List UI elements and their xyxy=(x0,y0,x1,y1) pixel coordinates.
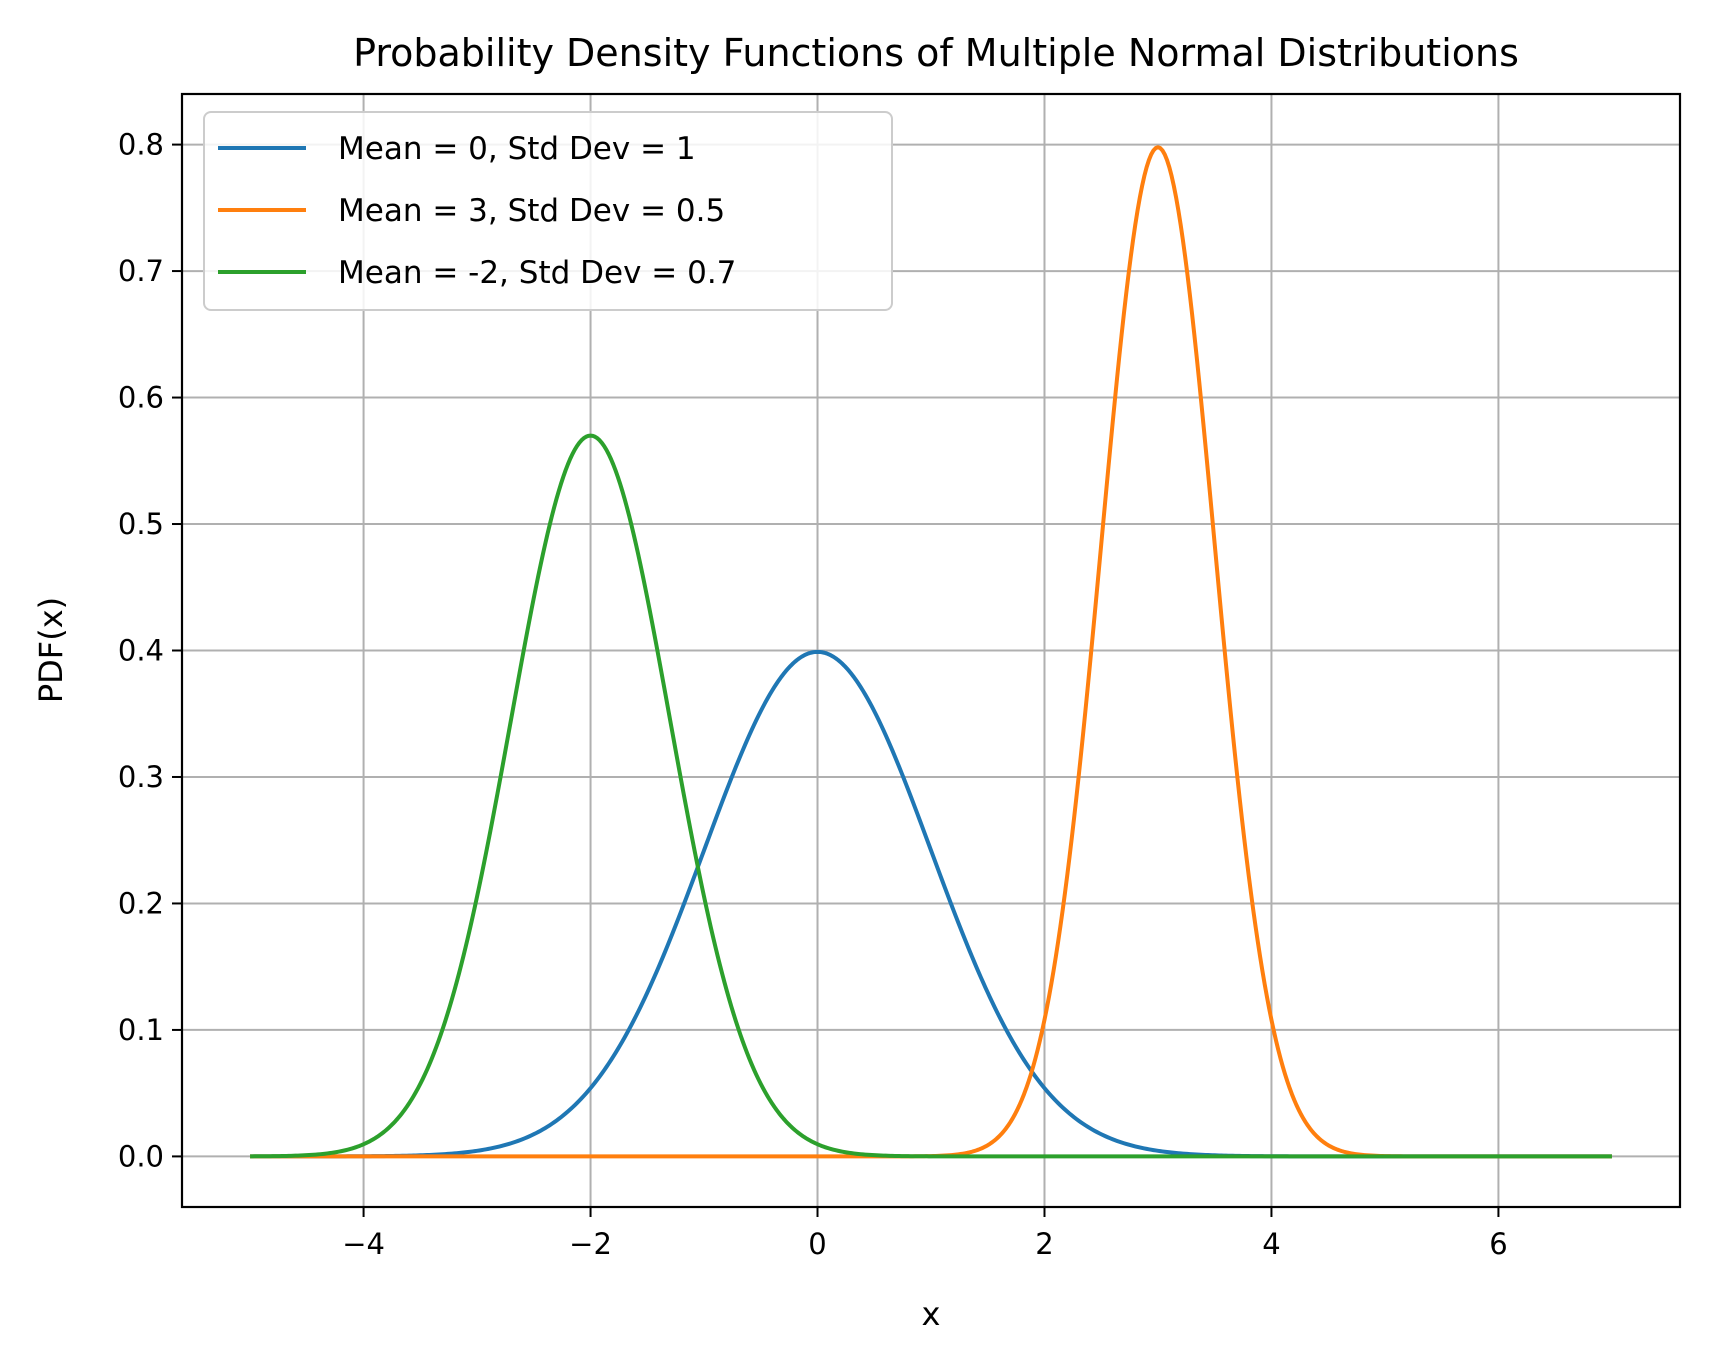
y-tick-label: 0.4 xyxy=(118,634,164,668)
legend-label-0: Mean = 0, Std Dev = 1 xyxy=(338,131,696,167)
y-tick-label: 0.5 xyxy=(118,507,164,541)
x-tick-label: 4 xyxy=(1262,1227,1280,1261)
x-ticks: −4 −2 0 2 4 6 xyxy=(342,1207,1508,1261)
series-line-2 xyxy=(250,433,1612,1159)
curves xyxy=(250,145,1612,1159)
x-tick-label: −4 xyxy=(342,1227,385,1261)
x-tick-label: −2 xyxy=(569,1227,612,1261)
legend-label-1: Mean = 3, Std Dev = 0.5 xyxy=(338,193,725,229)
legend: Mean = 0, Std Dev = 1 Mean = 3, Std Dev =… xyxy=(203,111,893,311)
y-tick-label: 0.2 xyxy=(118,886,164,920)
x-tick-label: 2 xyxy=(1035,1227,1053,1261)
y-tick-label: 0.7 xyxy=(118,254,164,288)
y-tick-label: 0.3 xyxy=(118,760,164,794)
x-axis-label: x xyxy=(922,1295,941,1333)
y-axis-label: PDF(x) xyxy=(32,597,70,703)
y-tick-label: 0.1 xyxy=(118,1013,164,1047)
y-tick-label: 0.8 xyxy=(118,128,164,162)
legend-box xyxy=(203,111,893,311)
legend-label-2: Mean = -2, Std Dev = 0.7 xyxy=(338,255,736,291)
y-tick-label: 0.6 xyxy=(118,381,164,415)
y-ticks: 0.0 0.1 0.2 0.3 0.4 0.5 0.6 0.7 0.8 xyxy=(118,128,182,1173)
x-tick-label: 6 xyxy=(1489,1227,1507,1261)
y-tick-label: 0.0 xyxy=(118,1139,164,1173)
chart-title: Probability Density Functions of Multipl… xyxy=(353,31,1519,75)
x-tick-label: 0 xyxy=(808,1227,826,1261)
grid-lines xyxy=(182,94,1680,1207)
